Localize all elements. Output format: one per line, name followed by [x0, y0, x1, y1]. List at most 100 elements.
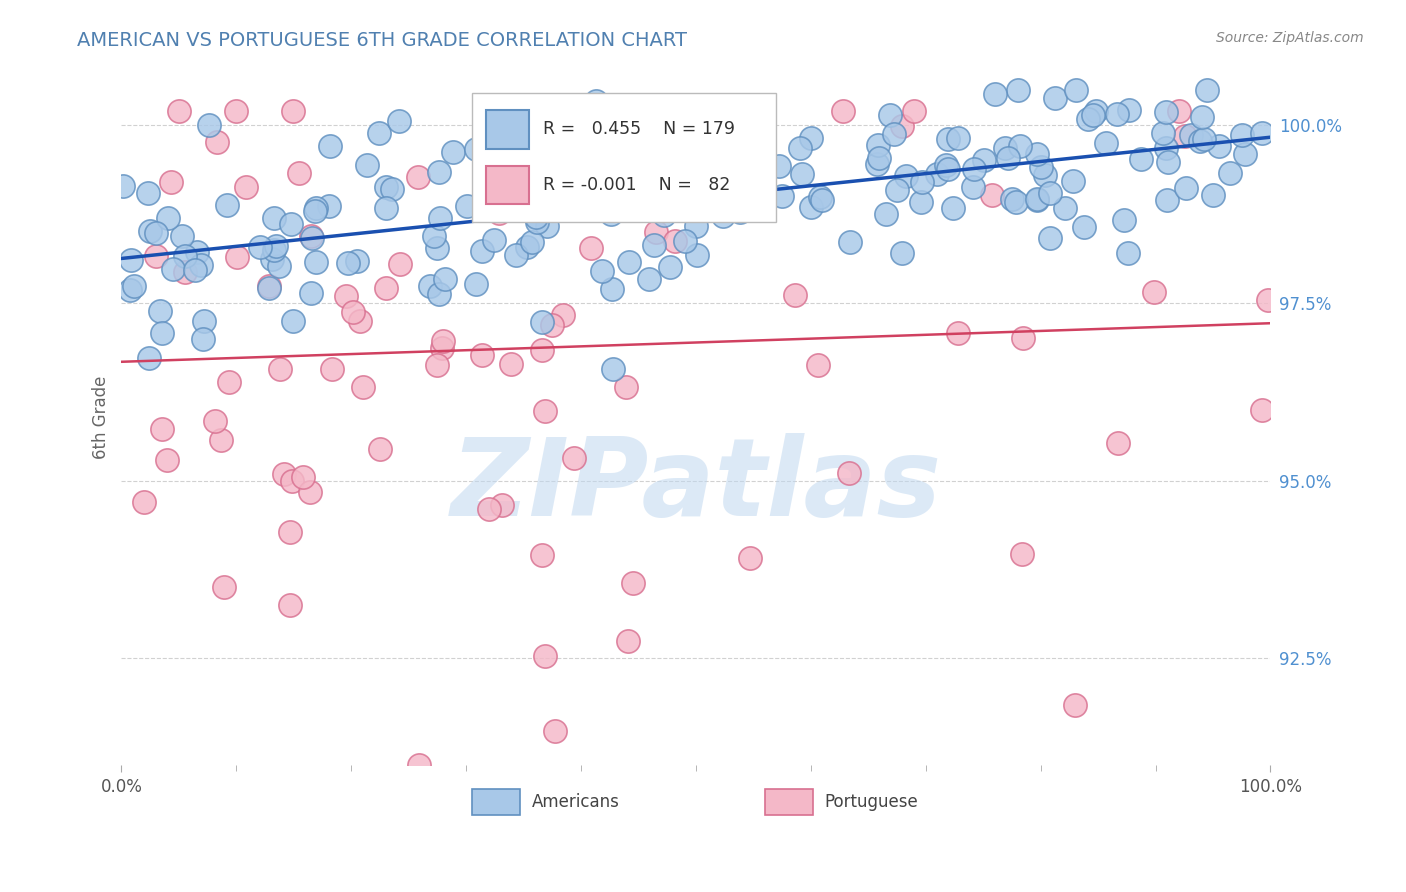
Point [1208, 139, 1230, 153]
Point [733, 153, 755, 167]
Point [1202, 187, 1225, 202]
Point [193, 314, 215, 328]
Point [621, 576, 644, 591]
Point [249, 240, 271, 254]
Point [1105, 106, 1128, 120]
Point [711, 138, 734, 153]
Point [711, 209, 734, 223]
Point [526, 178, 548, 193]
Point [520, 235, 543, 249]
Point [531, 548, 554, 562]
Point [263, 243, 285, 257]
Text: ZIPatlas: ZIPatlas [450, 434, 942, 540]
Point [1053, 201, 1076, 215]
Point [1001, 192, 1024, 206]
Point [903, 104, 925, 119]
Point [740, 551, 762, 566]
Point [292, 470, 315, 484]
Point [204, 414, 226, 428]
Point [433, 272, 456, 286]
Point [534, 648, 557, 663]
Point [686, 248, 709, 262]
Point [281, 474, 304, 488]
Point [630, 161, 652, 175]
Point [321, 362, 343, 376]
Point [491, 202, 513, 217]
Text: Source: ZipAtlas.com: Source: ZipAtlas.com [1216, 31, 1364, 45]
Point [471, 348, 494, 362]
Point [218, 375, 240, 389]
Point [643, 238, 665, 252]
Point [278, 525, 301, 540]
Point [948, 326, 970, 340]
Point [491, 498, 513, 512]
Point [942, 202, 965, 216]
Point [501, 357, 523, 371]
Point [1156, 193, 1178, 207]
Point [963, 162, 986, 177]
Point [600, 207, 623, 221]
Point [381, 182, 404, 196]
Point [190, 258, 212, 272]
Point [531, 343, 554, 358]
Point [713, 125, 735, 139]
Point [198, 118, 221, 132]
Point [465, 141, 488, 155]
Point [686, 174, 709, 188]
Point [335, 289, 357, 303]
Point [139, 224, 162, 238]
Point [1116, 246, 1139, 260]
Point [1143, 285, 1166, 299]
Point [304, 203, 326, 218]
Point [257, 279, 280, 293]
Text: R = -0.001    N =   82: R = -0.001 N = 82 [543, 177, 731, 194]
Point [186, 244, 208, 259]
Point [167, 104, 190, 119]
Point [1168, 104, 1191, 119]
Point [269, 361, 291, 376]
Point [375, 201, 398, 215]
Point [673, 235, 696, 249]
Point [648, 162, 671, 177]
Point [1026, 192, 1049, 206]
Text: R =   0.455    N = 179: R = 0.455 N = 179 [543, 120, 735, 138]
Point [526, 215, 548, 229]
Point [1251, 126, 1274, 140]
Text: Americans: Americans [531, 793, 620, 811]
Point [536, 219, 558, 233]
Point [883, 127, 905, 141]
Point [1011, 331, 1033, 345]
Point [157, 211, 180, 226]
Point [886, 183, 908, 197]
FancyBboxPatch shape [765, 789, 813, 815]
Point [911, 175, 934, 189]
Point [811, 193, 834, 207]
Point [174, 249, 197, 263]
Point [614, 380, 637, 394]
Point [984, 87, 1007, 102]
Point [614, 145, 637, 159]
Point [1026, 147, 1049, 161]
Point [283, 104, 305, 119]
Text: Portuguese: Portuguese [825, 793, 918, 811]
Point [800, 200, 823, 214]
Point [551, 309, 574, 323]
Point [544, 724, 567, 739]
Point [342, 305, 364, 319]
Point [808, 190, 831, 204]
Point [1154, 141, 1177, 155]
Point [120, 252, 142, 267]
Point [936, 132, 959, 146]
Point [1081, 108, 1104, 122]
Point [172, 229, 194, 244]
Point [318, 199, 340, 213]
Point [1007, 83, 1029, 97]
Point [1004, 195, 1026, 210]
Point [593, 172, 616, 186]
Point [288, 166, 311, 180]
Point [910, 195, 932, 210]
Point [388, 257, 411, 271]
Point [419, 279, 441, 293]
Point [894, 169, 917, 183]
Point [205, 136, 228, 150]
